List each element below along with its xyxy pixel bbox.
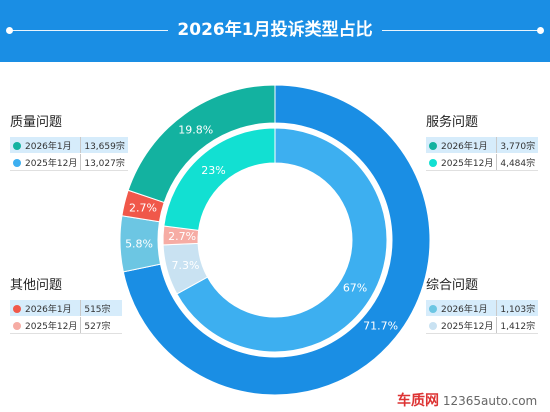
row-period: 2026年1月 — [25, 141, 72, 152]
table-row: 2025年12月 4,484宗 — [426, 153, 539, 171]
brand-name: 车质网 — [397, 393, 439, 409]
panel-service-title: 服务问题 — [426, 115, 479, 130]
row-period: 2026年1月 — [441, 141, 488, 152]
outer-slice-label-1: 5.8% — [125, 237, 153, 250]
table-row: 2025年12月 1,412宗 — [426, 316, 539, 334]
row-count: 4,484宗 — [496, 153, 539, 171]
row-count: 13,027宗 — [80, 153, 128, 171]
inner-slice-label-2: 2.7% — [168, 230, 196, 243]
panel-other-title: 其他问题 — [10, 278, 63, 293]
inner-slice-label-0: 67% — [343, 281, 367, 294]
inner-slice-label-3: 23% — [201, 164, 225, 177]
outer-slice-label-0: 71.7% — [363, 320, 398, 333]
row-period: 2025年12月 — [25, 321, 78, 332]
outer-slice-label-2: 2.7% — [129, 201, 157, 214]
panel-other: 其他问题 2026年1月 515宗 2025年12月 527宗 — [10, 278, 122, 334]
panel-general: 综合问题 2026年1月 1,103宗 2025年12月 1,412宗 — [426, 278, 539, 334]
header-bar: 2026年1月投诉类型占比 — [0, 0, 550, 62]
legend-swatch — [13, 158, 21, 167]
chart-title: 2026年1月投诉类型占比 — [177, 20, 373, 40]
legend-swatch — [13, 321, 21, 330]
legend-swatch — [13, 141, 21, 150]
panel-quality-title: 质量问题 — [10, 115, 63, 130]
row-count: 515宗 — [80, 300, 122, 317]
inner-slice-label-1: 7.3% — [171, 259, 199, 272]
legend-swatch — [429, 304, 437, 313]
table-row: 2026年1月 3,770宗 — [426, 137, 539, 154]
header-right-dot — [537, 27, 544, 34]
row-count: 527宗 — [80, 316, 122, 334]
watermark-logo: 车质网 12365auto.com — [397, 390, 537, 410]
panel-other-table: 2026年1月 515宗 2025年12月 527宗 — [10, 300, 122, 334]
legend-swatch — [13, 304, 21, 313]
legend-swatch — [429, 158, 437, 167]
panel-quality: 质量问题 2026年1月 13,659宗 2025年12月 13,027宗 — [10, 115, 128, 171]
table-row: 2025年12月 527宗 — [10, 316, 122, 334]
row-period: 2026年1月 — [25, 304, 72, 315]
legend-swatch — [429, 321, 437, 330]
header-right-line — [382, 30, 540, 31]
panel-service: 服务问题 2026年1月 3,770宗 2025年12月 4,484宗 — [426, 115, 539, 171]
row-count: 1,412宗 — [496, 316, 539, 334]
panel-quality-table: 2026年1月 13,659宗 2025年12月 13,027宗 — [10, 137, 128, 171]
header-left-line — [10, 30, 168, 31]
panel-general-table: 2026年1月 1,103宗 2025年12月 1,412宗 — [426, 300, 539, 334]
brand-site: 12365auto.com — [442, 394, 538, 408]
inner-slice-0 — [176, 127, 388, 353]
header-left-dot — [6, 27, 13, 34]
table-row: 2026年1月 515宗 — [10, 300, 122, 317]
row-period: 2026年1月 — [441, 304, 488, 315]
row-period: 2025年12月 — [441, 158, 494, 169]
outer-slice-label-3: 19.8% — [178, 123, 213, 136]
panel-general-title: 综合问题 — [426, 278, 479, 293]
legend-swatch — [429, 141, 437, 150]
row-count: 1,103宗 — [496, 300, 539, 317]
outer-slice-0 — [122, 84, 431, 396]
table-row: 2026年1月 13,659宗 — [10, 137, 128, 154]
row-period: 2025年12月 — [25, 158, 78, 169]
row-count: 3,770宗 — [496, 137, 539, 154]
row-count: 13,659宗 — [80, 137, 128, 154]
row-period: 2025年12月 — [441, 321, 494, 332]
panel-service-table: 2026年1月 3,770宗 2025年12月 4,484宗 — [426, 137, 539, 171]
table-row: 2025年12月 13,027宗 — [10, 153, 128, 171]
table-row: 2026年1月 1,103宗 — [426, 300, 539, 317]
inner-slice-3 — [163, 127, 276, 231]
outer-slice-3 — [127, 84, 276, 204]
